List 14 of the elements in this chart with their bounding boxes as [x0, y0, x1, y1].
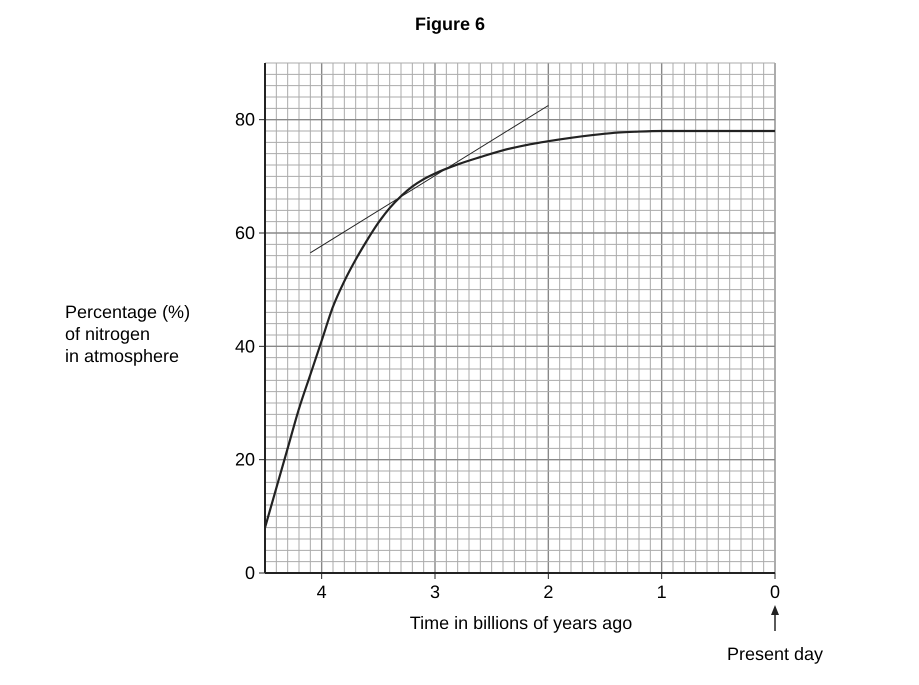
- x-tick-label: 4: [316, 582, 327, 602]
- x-tick-label: 2: [543, 582, 554, 602]
- x-tick-label: 1: [656, 582, 667, 602]
- y-tick-label: 80: [234, 110, 255, 130]
- x-tick-label: 0: [770, 582, 780, 602]
- y-tick-label: 20: [234, 450, 255, 470]
- y-tick-label: 40: [234, 336, 255, 356]
- text: Present day: [726, 644, 824, 664]
- y-axis-title: Percentage (%) of nitrogen in atmosphere: [65, 302, 190, 366]
- x-tick-label: 3: [430, 582, 440, 602]
- x-axis-title: Time in billions of years ago: [410, 613, 632, 633]
- chart-title: Figure 6: [414, 14, 486, 34]
- y-tick-label: 60: [234, 223, 255, 243]
- y-tick-label: 0: [244, 563, 255, 583]
